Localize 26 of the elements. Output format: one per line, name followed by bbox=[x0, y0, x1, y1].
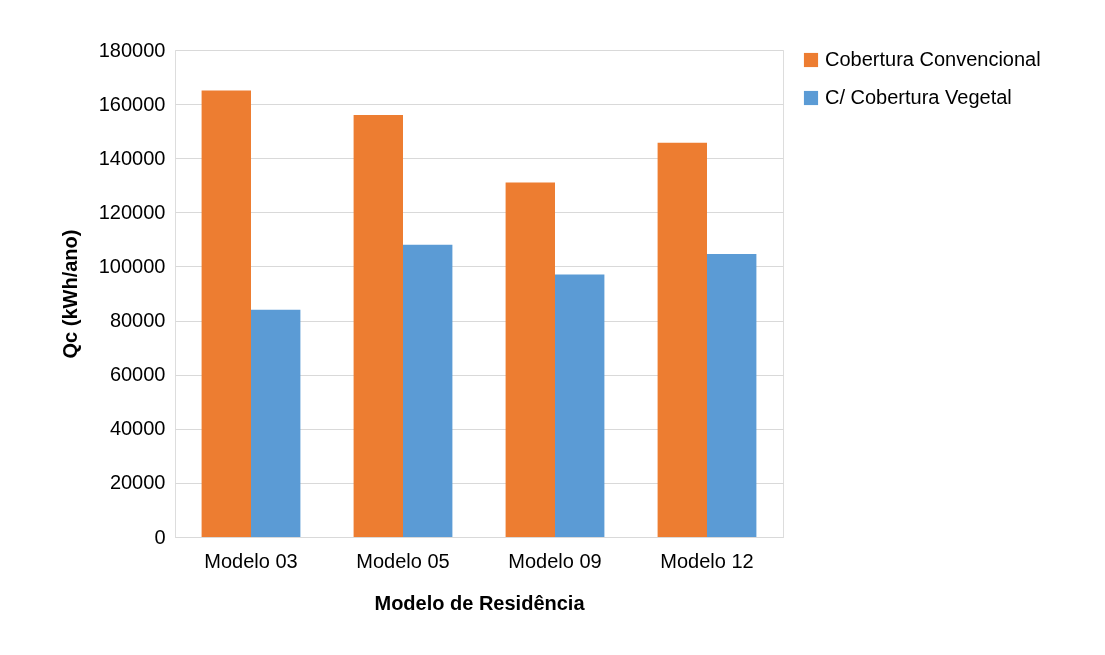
y-tick-label: 140000 bbox=[98, 146, 166, 169]
legend-label: C/ Cobertura Vegetal bbox=[825, 86, 1012, 108]
bar bbox=[555, 274, 605, 537]
bar bbox=[657, 142, 707, 537]
x-tick-label: Modelo 12 bbox=[660, 549, 754, 572]
x-tick-label: Modelo 09 bbox=[508, 549, 602, 572]
bar bbox=[403, 244, 453, 537]
bar bbox=[707, 254, 757, 537]
x-tick-label: Modelo 05 bbox=[356, 549, 450, 572]
x-tick-label: Modelo 03 bbox=[204, 549, 298, 572]
y-tick-label: 60000 bbox=[109, 363, 166, 386]
y-tick-label: 40000 bbox=[109, 417, 166, 440]
y-tick-label: 20000 bbox=[109, 471, 166, 494]
y-axis-title: Qc (kWh/ano) bbox=[58, 229, 81, 359]
y-tick-label: 180000 bbox=[98, 38, 166, 61]
bar bbox=[251, 309, 301, 537]
x-axis-title: Modelo de Residência bbox=[374, 591, 586, 614]
bar bbox=[505, 182, 555, 537]
legend-label: Cobertura Convencional bbox=[825, 48, 1041, 70]
bar bbox=[201, 90, 251, 537]
y-tick-label: 160000 bbox=[98, 92, 166, 115]
bar bbox=[353, 114, 403, 537]
y-tick-label: 100000 bbox=[98, 254, 166, 277]
y-tick-label: 0 bbox=[154, 525, 166, 548]
y-tick-label: 80000 bbox=[109, 309, 166, 332]
y-tick-label: 120000 bbox=[98, 200, 166, 223]
